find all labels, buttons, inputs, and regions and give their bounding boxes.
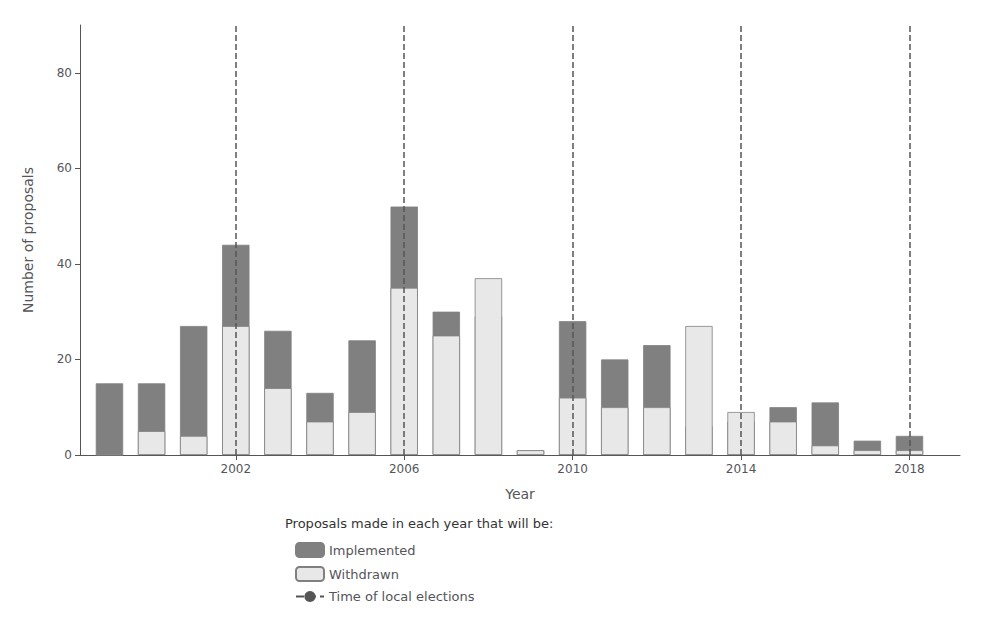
svg-text:40: 40 (57, 257, 72, 271)
svg-text:20: 20 (57, 352, 72, 366)
svg-text:2002: 2002 (221, 462, 252, 476)
svg-text:Proposals made in each year th: Proposals made in each year that will be… (285, 516, 553, 531)
svg-text:Time of local elections: Time of local elections (328, 589, 475, 604)
svg-text:60: 60 (57, 161, 72, 175)
svg-text:80: 80 (57, 66, 72, 80)
svg-text:2010: 2010 (557, 462, 588, 476)
svg-text:Year: Year (504, 486, 535, 502)
svg-text:2014: 2014 (726, 462, 757, 476)
svg-text:Number of proposals: Number of proposals (20, 167, 36, 313)
svg-text:2006: 2006 (389, 462, 420, 476)
svg-text:Withdrawn: Withdrawn (329, 567, 399, 582)
svg-text:0: 0 (64, 448, 72, 462)
svg-text:2018: 2018 (894, 462, 925, 476)
svg-text:Implemented: Implemented (329, 543, 416, 558)
